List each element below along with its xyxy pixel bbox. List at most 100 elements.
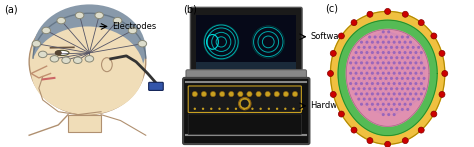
Circle shape [398,61,401,64]
Circle shape [403,72,407,75]
Circle shape [349,82,352,85]
Circle shape [57,17,65,24]
Circle shape [417,87,420,90]
Circle shape [274,91,280,97]
Circle shape [401,77,404,80]
Circle shape [384,141,391,147]
Circle shape [384,56,388,59]
Circle shape [235,108,237,110]
Circle shape [420,61,423,64]
Circle shape [351,127,357,133]
Circle shape [379,56,382,59]
Circle shape [420,82,423,85]
Circle shape [138,40,146,47]
Circle shape [62,57,70,64]
Circle shape [382,82,385,85]
Circle shape [276,108,278,110]
Text: (b): (b) [183,4,197,14]
Circle shape [423,67,426,70]
Ellipse shape [29,9,146,115]
Circle shape [409,92,412,95]
Circle shape [387,51,390,54]
Circle shape [301,108,303,110]
Circle shape [50,56,59,62]
Circle shape [219,108,221,110]
Circle shape [371,82,374,85]
Circle shape [401,87,404,90]
Circle shape [423,87,426,90]
Circle shape [403,51,407,54]
Circle shape [384,46,388,49]
Circle shape [439,50,445,56]
Circle shape [390,56,393,59]
FancyBboxPatch shape [188,86,301,112]
Circle shape [352,87,355,90]
Circle shape [417,77,420,80]
Circle shape [376,41,379,44]
Text: (a): (a) [4,4,18,14]
Circle shape [384,87,388,90]
Ellipse shape [55,50,69,56]
Circle shape [384,77,388,80]
Circle shape [328,71,333,76]
Circle shape [374,108,377,111]
Circle shape [406,77,409,80]
Circle shape [355,51,357,54]
Circle shape [387,82,390,85]
Circle shape [403,82,407,85]
Circle shape [382,92,385,95]
Circle shape [227,108,229,110]
FancyBboxPatch shape [188,114,301,135]
Circle shape [371,92,374,95]
Circle shape [355,72,357,75]
Circle shape [374,77,377,80]
Circle shape [420,72,423,75]
Circle shape [390,67,393,70]
Circle shape [357,46,360,49]
FancyBboxPatch shape [183,78,310,144]
Circle shape [431,111,437,117]
Circle shape [406,56,409,59]
Circle shape [259,108,262,110]
Circle shape [379,46,382,49]
Circle shape [201,91,207,97]
Circle shape [431,33,437,39]
Circle shape [265,91,270,97]
Text: Electrodes: Electrodes [112,22,156,31]
Circle shape [384,8,391,14]
Circle shape [403,41,407,44]
Circle shape [392,72,396,75]
Circle shape [398,72,401,75]
Text: Hardware: Hardware [310,101,351,110]
Circle shape [382,113,385,116]
Ellipse shape [33,4,146,96]
Circle shape [412,46,415,49]
Circle shape [376,92,379,95]
Circle shape [365,51,368,54]
Circle shape [417,67,420,70]
Circle shape [406,46,409,49]
Circle shape [42,27,51,34]
Circle shape [401,67,404,70]
Circle shape [402,11,408,17]
Circle shape [392,103,396,106]
Circle shape [363,46,366,49]
Circle shape [412,98,415,101]
Circle shape [384,67,388,70]
Circle shape [414,72,418,75]
Circle shape [374,35,377,39]
Circle shape [374,46,377,49]
Circle shape [374,98,377,101]
Circle shape [417,46,420,49]
Circle shape [371,41,374,44]
Circle shape [384,35,388,39]
Polygon shape [68,115,101,132]
Circle shape [371,72,374,75]
Circle shape [283,91,289,97]
Circle shape [387,61,390,64]
Circle shape [219,91,225,97]
Circle shape [376,103,379,106]
Circle shape [367,138,373,144]
Circle shape [390,98,393,101]
Circle shape [398,103,401,106]
